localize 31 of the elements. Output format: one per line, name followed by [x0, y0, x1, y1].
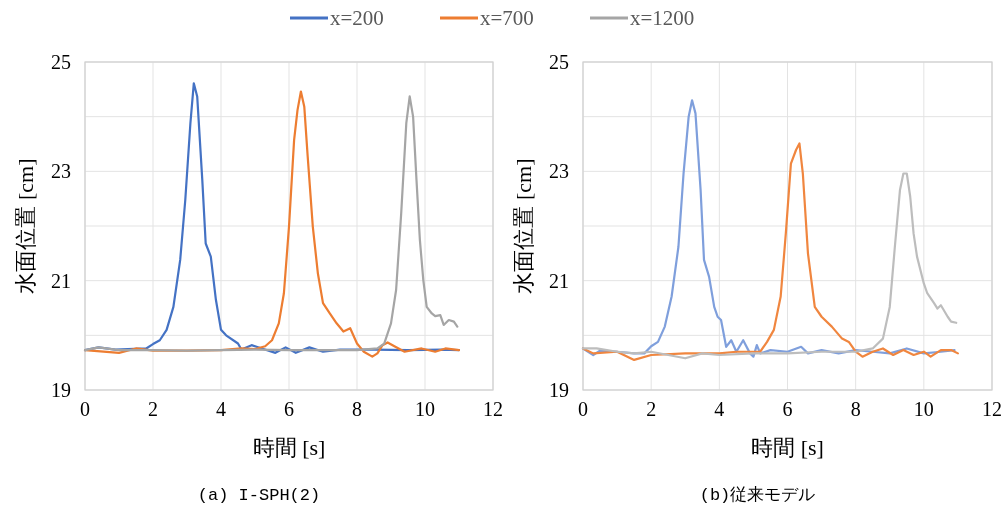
legend-label: x=700 [480, 6, 534, 30]
x-tick-label: 12 [483, 398, 503, 420]
legend-label: x=200 [330, 6, 384, 30]
y-axis-title: 水面位置 [cm] [13, 158, 38, 294]
x-tick-label: 6 [782, 398, 793, 420]
x-tick-label: 0 [578, 398, 588, 420]
text: (a) I-SPH(2) [197, 486, 321, 505]
x-tick-label: 8 [850, 398, 861, 420]
x-tick-label: 8 [352, 398, 362, 420]
text: (b)従来モデル [699, 486, 816, 505]
y-tick-label: 23 [51, 160, 71, 183]
x-tick-label: 2 [646, 398, 657, 420]
x-tick-label: 4 [216, 398, 226, 420]
x-tick-label: 6 [284, 398, 294, 420]
x-tick-label: 2 [148, 398, 158, 420]
y-tick-label: 25 [549, 51, 569, 73]
legend-label: x=1200 [630, 6, 695, 30]
y-tick-label: 23 [549, 160, 569, 183]
y-tick-label: 21 [549, 269, 569, 292]
y-axis-title: 水面位置 [cm] [511, 158, 536, 294]
y-tick-label: 19 [549, 379, 569, 401]
x-tick-label: 12 [982, 398, 1002, 420]
x-tick-label: 4 [714, 398, 725, 420]
x-tick-label: 10 [913, 398, 934, 420]
x-axis-title: 時間 [s] [252, 435, 326, 460]
y-tick-label: 21 [51, 269, 71, 292]
x-tick-label: 10 [415, 398, 435, 420]
x-axis-title: 時間 [s] [751, 435, 824, 460]
x-tick-label: 0 [80, 398, 90, 420]
y-tick-label: 19 [51, 379, 71, 401]
y-tick-label: 25 [51, 51, 71, 73]
